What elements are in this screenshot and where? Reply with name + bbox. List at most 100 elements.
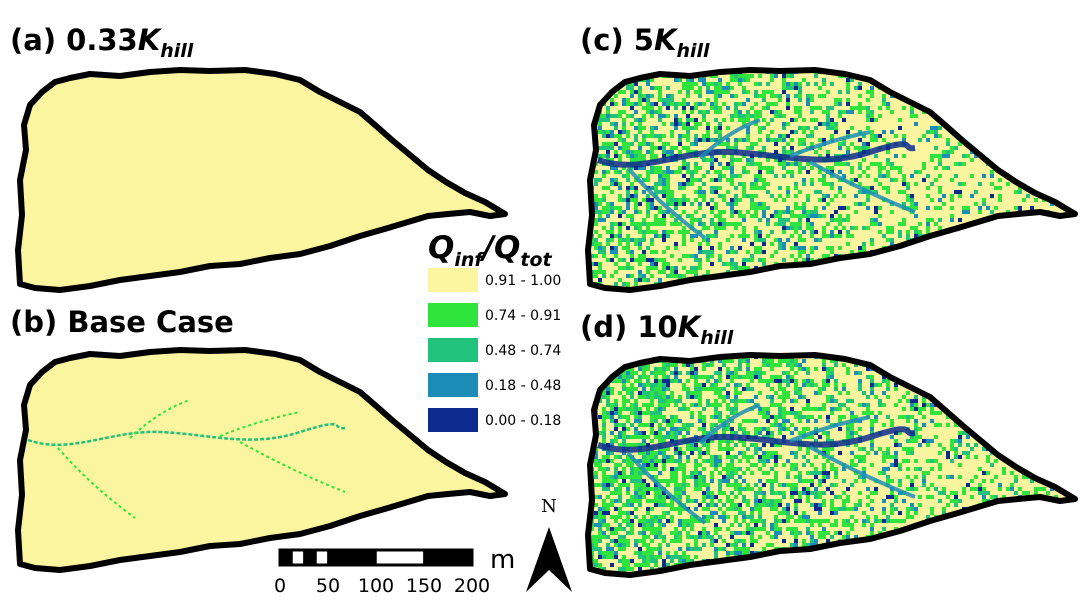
pixel <box>726 238 730 242</box>
pixel <box>990 266 994 270</box>
pixel <box>790 375 794 379</box>
pixel <box>842 206 846 210</box>
pixel <box>798 226 802 230</box>
pixel <box>818 471 822 475</box>
pixel <box>738 114 742 118</box>
pixel <box>662 367 666 371</box>
pixel <box>666 114 670 118</box>
pixel <box>1034 70 1038 74</box>
pixel <box>1062 274 1066 278</box>
pixel <box>682 122 686 126</box>
pixel <box>1042 162 1046 166</box>
pixel <box>790 138 794 142</box>
pixel <box>778 519 782 523</box>
pixel <box>638 146 642 150</box>
pixel <box>674 114 678 118</box>
pixel <box>602 198 606 202</box>
pixel <box>990 210 994 214</box>
pixel <box>906 419 910 423</box>
pixel <box>922 415 926 419</box>
pixel <box>994 74 998 78</box>
pixel <box>770 483 774 487</box>
pixel <box>926 387 930 391</box>
pixel <box>674 351 678 355</box>
pixel <box>974 90 978 94</box>
pixel <box>622 246 626 250</box>
pixel <box>1002 435 1006 439</box>
pixel <box>890 495 894 499</box>
pixel <box>754 395 758 399</box>
pixel <box>646 134 650 138</box>
pixel <box>666 102 670 106</box>
pixel <box>630 407 634 411</box>
pixel <box>650 531 654 535</box>
pixel <box>678 142 682 146</box>
pixel <box>758 274 762 278</box>
pixel <box>846 230 850 234</box>
pixel <box>834 226 838 230</box>
pixel <box>994 130 998 134</box>
pixel <box>718 174 722 178</box>
pixel <box>846 214 850 218</box>
pixel <box>830 218 834 222</box>
pixel <box>702 182 706 186</box>
pixel <box>758 499 762 503</box>
pixel <box>622 443 626 447</box>
pixel <box>754 527 758 531</box>
pixel <box>758 170 762 174</box>
pixel <box>678 166 682 170</box>
pixel <box>858 138 862 142</box>
pixel <box>802 379 806 383</box>
pixel <box>738 503 742 507</box>
pixel <box>646 407 650 411</box>
pixel <box>930 182 934 186</box>
pixel <box>822 198 826 202</box>
pixel <box>1070 447 1074 451</box>
pixel <box>634 407 638 411</box>
pixel <box>610 531 614 535</box>
pixel <box>886 226 890 230</box>
pixel <box>634 403 638 407</box>
pixel <box>918 138 922 142</box>
pixel <box>822 491 826 495</box>
pixel <box>662 463 666 467</box>
pixel <box>694 483 698 487</box>
pixel <box>954 439 958 443</box>
pixel <box>662 146 666 150</box>
pixel <box>1058 146 1062 150</box>
pixel <box>834 122 838 126</box>
pixel <box>838 282 842 286</box>
pixel <box>586 118 590 122</box>
pixel <box>654 154 658 158</box>
pixel <box>766 190 770 194</box>
pixel <box>1002 254 1006 258</box>
pixel <box>770 395 774 399</box>
pixel <box>826 278 830 282</box>
pixel <box>622 383 626 387</box>
pixel <box>690 371 694 375</box>
pixel <box>842 499 846 503</box>
pixel <box>646 270 650 274</box>
pixel <box>662 351 666 355</box>
pixel <box>642 479 646 483</box>
pixel <box>1034 74 1038 78</box>
pixel <box>794 507 798 511</box>
pixel <box>742 138 746 142</box>
pixel <box>750 371 754 375</box>
pixel <box>902 106 906 110</box>
pixel <box>658 258 662 262</box>
pixel <box>818 86 822 90</box>
pixel <box>698 455 702 459</box>
pixel <box>702 427 706 431</box>
pixel <box>978 523 982 527</box>
pixel <box>666 379 670 383</box>
pixel <box>654 266 658 270</box>
pixel <box>1010 359 1014 363</box>
pixel <box>638 431 642 435</box>
pixel <box>778 186 782 190</box>
pixel <box>978 391 982 395</box>
pixel <box>678 463 682 467</box>
pixel <box>754 451 758 455</box>
pixel <box>862 146 866 150</box>
pixel <box>942 363 946 367</box>
